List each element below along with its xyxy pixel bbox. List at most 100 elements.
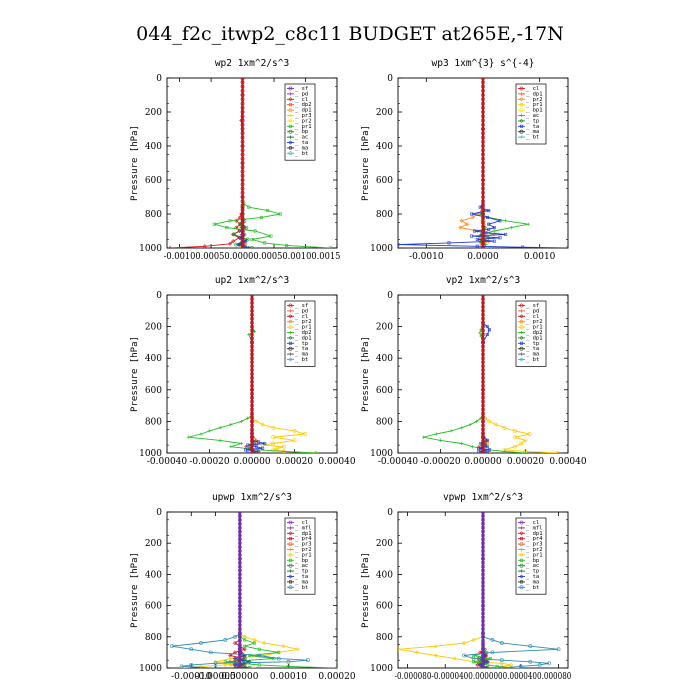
series-point (271, 425, 276, 430)
series-point (239, 419, 243, 423)
legend-label: _ ta (526, 346, 539, 352)
zero-profile-marker (481, 308, 485, 313)
series-point (225, 226, 229, 230)
zero-profile-marker (240, 97, 245, 102)
legend-marker (288, 314, 293, 319)
series-line-bt (171, 512, 308, 668)
zero-profile-marker (481, 220, 485, 225)
y-axis-label: Pressure [hPa] (130, 125, 140, 201)
zero-profile-marker (481, 203, 485, 208)
series-point (256, 440, 260, 444)
zero-profile-marker (237, 517, 242, 522)
zero-profile-marker (481, 312, 485, 317)
zero-profile-marker (481, 216, 485, 221)
y-tick-label: 800 (145, 210, 162, 220)
series-point (243, 239, 248, 244)
x-tick-label: -0.00040 (147, 457, 188, 467)
legend-marker (519, 547, 524, 552)
zero-profile-marker (481, 122, 485, 127)
series-point (271, 441, 276, 446)
series-point (433, 644, 438, 649)
zero-profile-marker (481, 80, 485, 85)
zero-profile-marker (481, 447, 485, 451)
legend-label: _ ta (526, 574, 539, 580)
legend-marker (519, 135, 524, 139)
series-point (223, 638, 228, 642)
legend-label: _ ac (526, 113, 539, 119)
zero-profile-marker (481, 560, 485, 565)
series-point (296, 647, 301, 652)
legend-label: _ cl (295, 520, 308, 526)
series-point (257, 647, 261, 651)
zero-profile-marker (481, 356, 485, 361)
y-tick-label: 200 (145, 323, 162, 333)
series-point (458, 225, 463, 230)
zero-profile-marker (250, 320, 254, 325)
zero-profile-marker (240, 182, 245, 187)
zero-profile-marker (481, 195, 485, 199)
y-tick-label: 200 (145, 108, 162, 118)
legend-marker (288, 325, 293, 330)
legend-label: _ dp1 (295, 531, 312, 537)
series-line-bt (463, 512, 559, 668)
x-tick-label: 0.00000 (221, 672, 258, 682)
legend-marker (519, 569, 524, 573)
zero-profile-marker (250, 443, 254, 448)
series-point (223, 662, 228, 667)
series-point (212, 222, 216, 226)
zero-profile-marker (250, 399, 254, 404)
zero-profile-marker (481, 514, 485, 518)
legend: _ cl_ dp1_ pr2_ pr1_ bp1_ ac_ tp_ ta_ ma… (515, 83, 547, 145)
legend-box (284, 300, 316, 367)
zero-profile-marker (237, 666, 242, 668)
legend-label: _ pr1 (526, 552, 543, 558)
series-point (528, 644, 533, 649)
panel-vpwp: vpwp 1xm^2/s^3 Pressure [hPa] 0 200 400 600 80… (361, 492, 572, 682)
zero-profile-marker (237, 650, 242, 655)
zero-profile-marker (240, 229, 245, 233)
series-point (254, 445, 258, 449)
zero-profile-marker (481, 110, 485, 114)
zero-profile-marker (481, 568, 485, 573)
zero-profile-marker (481, 372, 485, 376)
zero-profile-marker (240, 216, 245, 221)
y-tick-label: 800 (376, 633, 393, 643)
zero-profile-marker (481, 207, 485, 212)
series-point (518, 664, 523, 668)
legend-marker (288, 531, 293, 536)
zero-profile-marker (481, 118, 485, 123)
zero-profile-marker (481, 295, 485, 297)
zero-profile-marker (240, 139, 245, 144)
legend-marker (519, 531, 524, 536)
legend-marker (519, 118, 524, 123)
legend-label: _ bt (295, 151, 308, 157)
series-point (242, 665, 247, 668)
zero-profile-marker (481, 161, 485, 165)
y-tick-label: 200 (145, 539, 162, 549)
series-point (229, 422, 233, 427)
series-point (526, 222, 530, 226)
series-point (271, 435, 276, 440)
zero-profile-marker (481, 623, 485, 628)
series-point (231, 232, 236, 237)
legend-label: _ cl (526, 520, 539, 526)
y-axis-label: Pressure [hPa] (130, 336, 140, 412)
zero-profile-marker (250, 439, 254, 444)
series-point (277, 650, 281, 654)
series-point (485, 650, 489, 654)
series-point (199, 641, 203, 645)
series-point (462, 641, 467, 646)
y-tick-label: 1000 (370, 664, 393, 674)
zero-profile-marker (237, 662, 242, 667)
zero-profile-marker (250, 391, 254, 396)
zero-profile-marker (481, 97, 485, 102)
zero-profile-marker (481, 336, 485, 341)
legend-label: _ ta (526, 124, 539, 130)
zero-profile-marker (481, 169, 485, 174)
y-tick-label: 1000 (370, 244, 393, 254)
legend-marker (519, 309, 524, 313)
x-tick-label: -0.0010 (409, 252, 444, 262)
x-tick-label: 0.0000 (467, 252, 499, 262)
series-point (471, 637, 476, 642)
